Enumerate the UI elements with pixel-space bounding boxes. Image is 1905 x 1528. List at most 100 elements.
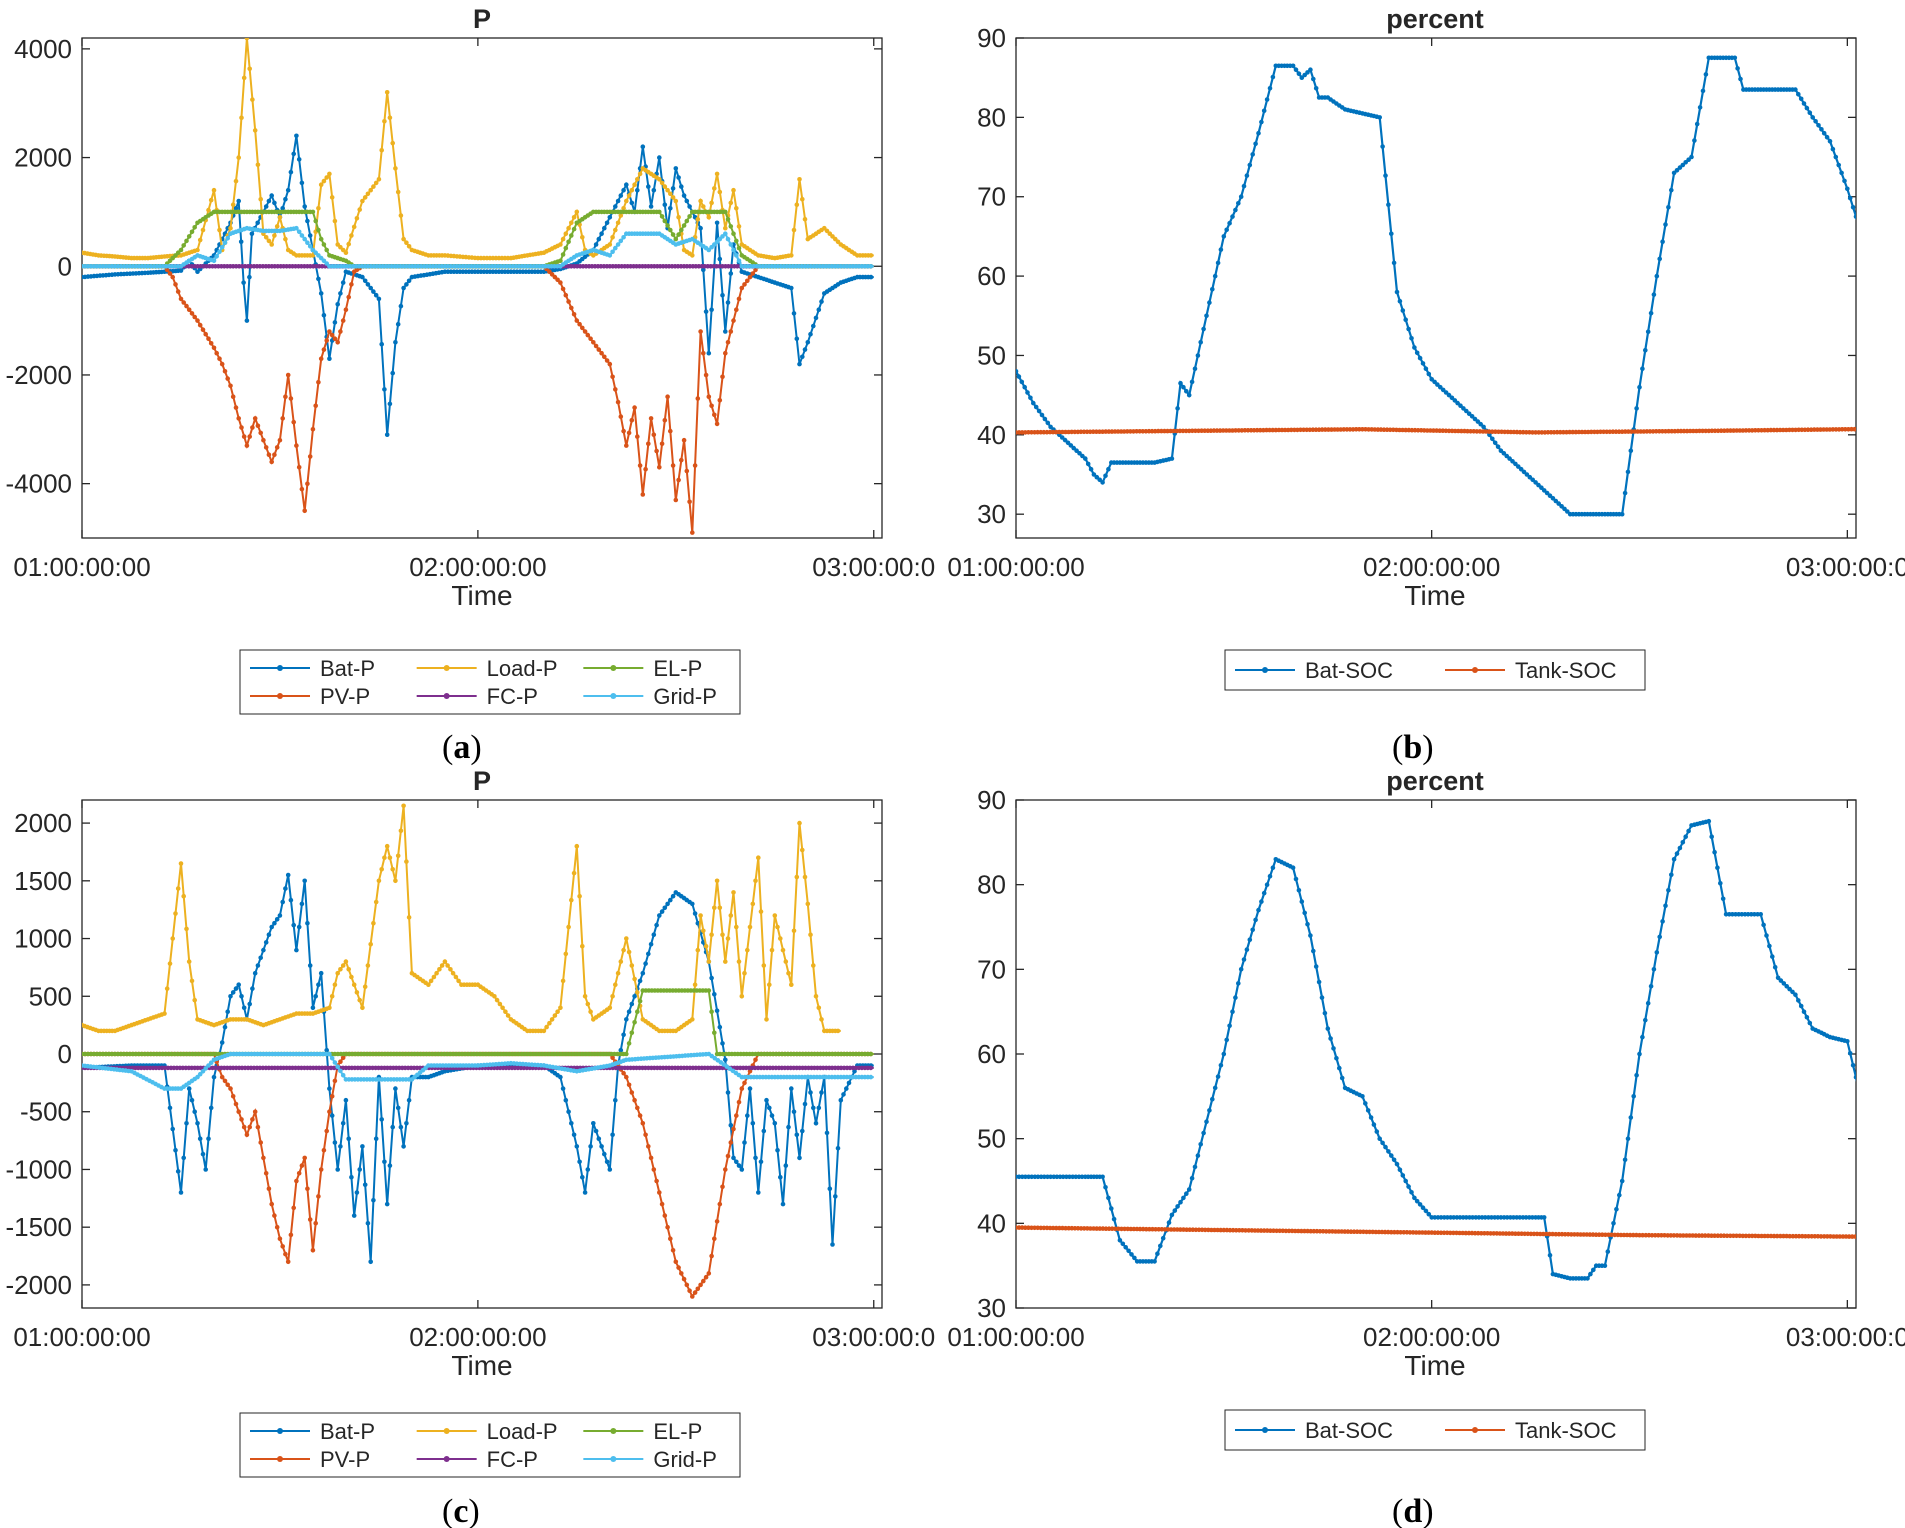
data-point	[1745, 912, 1751, 917]
data-point	[835, 1028, 841, 1034]
data-point	[1166, 1220, 1172, 1225]
data-point	[838, 1097, 844, 1103]
data-point	[569, 305, 574, 311]
series-markers-bat-p	[82, 133, 874, 438]
data-point	[621, 206, 626, 211]
data-point	[1772, 964, 1778, 970]
data-point	[723, 329, 728, 334]
data-point	[1374, 1129, 1380, 1134]
data-point	[241, 1005, 247, 1011]
data-point	[613, 1097, 618, 1103]
data-point	[827, 1186, 833, 1191]
data-point	[1313, 86, 1319, 91]
data-point	[1565, 509, 1570, 514]
data-point	[1016, 1174, 1022, 1180]
data-point	[725, 1153, 731, 1159]
data-point	[393, 340, 398, 345]
data-point	[1680, 840, 1686, 845]
data-point	[167, 961, 173, 966]
data-point	[659, 441, 665, 447]
legend-marker	[1262, 667, 1268, 673]
series-markers-grid-p	[82, 1051, 874, 1091]
data-point	[1244, 947, 1250, 952]
data-point	[1204, 1119, 1209, 1124]
data-point	[665, 1224, 670, 1230]
data-point	[1085, 461, 1091, 467]
data-point	[1818, 1234, 1824, 1239]
data-point	[588, 1009, 593, 1014]
data-point	[1896, 426, 1901, 431]
data-point	[241, 1124, 247, 1130]
data-point	[706, 247, 712, 253]
data-point	[747, 1086, 753, 1091]
data-point	[769, 947, 775, 953]
data-point	[717, 1201, 723, 1207]
data-point	[1482, 1215, 1488, 1220]
data-point	[1383, 173, 1388, 178]
ytick-label: -2000	[6, 360, 73, 390]
data-point	[709, 932, 714, 937]
data-point	[318, 291, 324, 296]
data-point	[709, 200, 714, 206]
data-point	[673, 166, 679, 171]
ytick-label: 60	[977, 261, 1006, 291]
data-point	[258, 196, 264, 202]
data-point	[1649, 1233, 1655, 1238]
data-point	[1628, 448, 1634, 454]
data-point	[692, 1290, 698, 1295]
data-point	[1048, 1174, 1053, 1180]
panel-b-title: percent	[1386, 4, 1484, 34]
data-point	[1758, 912, 1763, 917]
data-point	[626, 1082, 632, 1088]
legend-label: FC-P	[487, 684, 538, 709]
data-point	[305, 240, 310, 245]
data-point	[343, 250, 349, 255]
data-point	[635, 177, 640, 182]
panel-b-legend: Bat-SOC Tank-SOC	[1224, 649, 1646, 691]
ytick-label: -2000	[6, 1270, 73, 1300]
data-point	[577, 893, 582, 899]
data-point	[291, 151, 297, 157]
data-point	[335, 1167, 341, 1172]
data-point	[327, 171, 332, 177]
data-point	[1100, 480, 1105, 485]
legend-item-tank-soc: Tank-SOC	[1445, 658, 1617, 683]
data-point	[456, 978, 461, 984]
data-point	[670, 186, 676, 191]
xtick-label: 03:00:00:0	[1786, 1322, 1905, 1352]
data-point	[269, 459, 275, 465]
data-point	[343, 1097, 349, 1103]
data-point	[1880, 1187, 1885, 1192]
data-point	[706, 394, 712, 400]
data-point	[725, 1090, 731, 1095]
data-point	[365, 963, 371, 968]
ytick-label: 80	[977, 870, 1006, 900]
data-point	[329, 994, 335, 999]
data-point	[673, 236, 679, 242]
data-point	[1308, 933, 1313, 938]
data-point	[1270, 865, 1276, 870]
data-point	[1016, 369, 1019, 374]
data-point	[255, 1124, 261, 1130]
data-point	[1420, 1205, 1426, 1210]
data-point	[753, 267, 758, 273]
data-point	[1739, 912, 1745, 917]
data-point	[1207, 300, 1212, 305]
data-point	[258, 955, 264, 961]
data-point	[1230, 1009, 1235, 1014]
data-point	[1189, 379, 1195, 385]
data-point	[285, 872, 291, 878]
data-point	[189, 229, 195, 235]
data-point	[181, 1155, 186, 1161]
data-point	[591, 340, 596, 345]
data-point	[244, 38, 250, 41]
data-point	[189, 978, 195, 984]
data-point	[500, 1005, 505, 1011]
data-point	[555, 277, 560, 283]
data-point	[1827, 138, 1833, 144]
data-point	[335, 1064, 341, 1069]
data-point	[228, 383, 233, 389]
panel-a-title: P	[473, 4, 491, 34]
data-point	[379, 341, 385, 347]
